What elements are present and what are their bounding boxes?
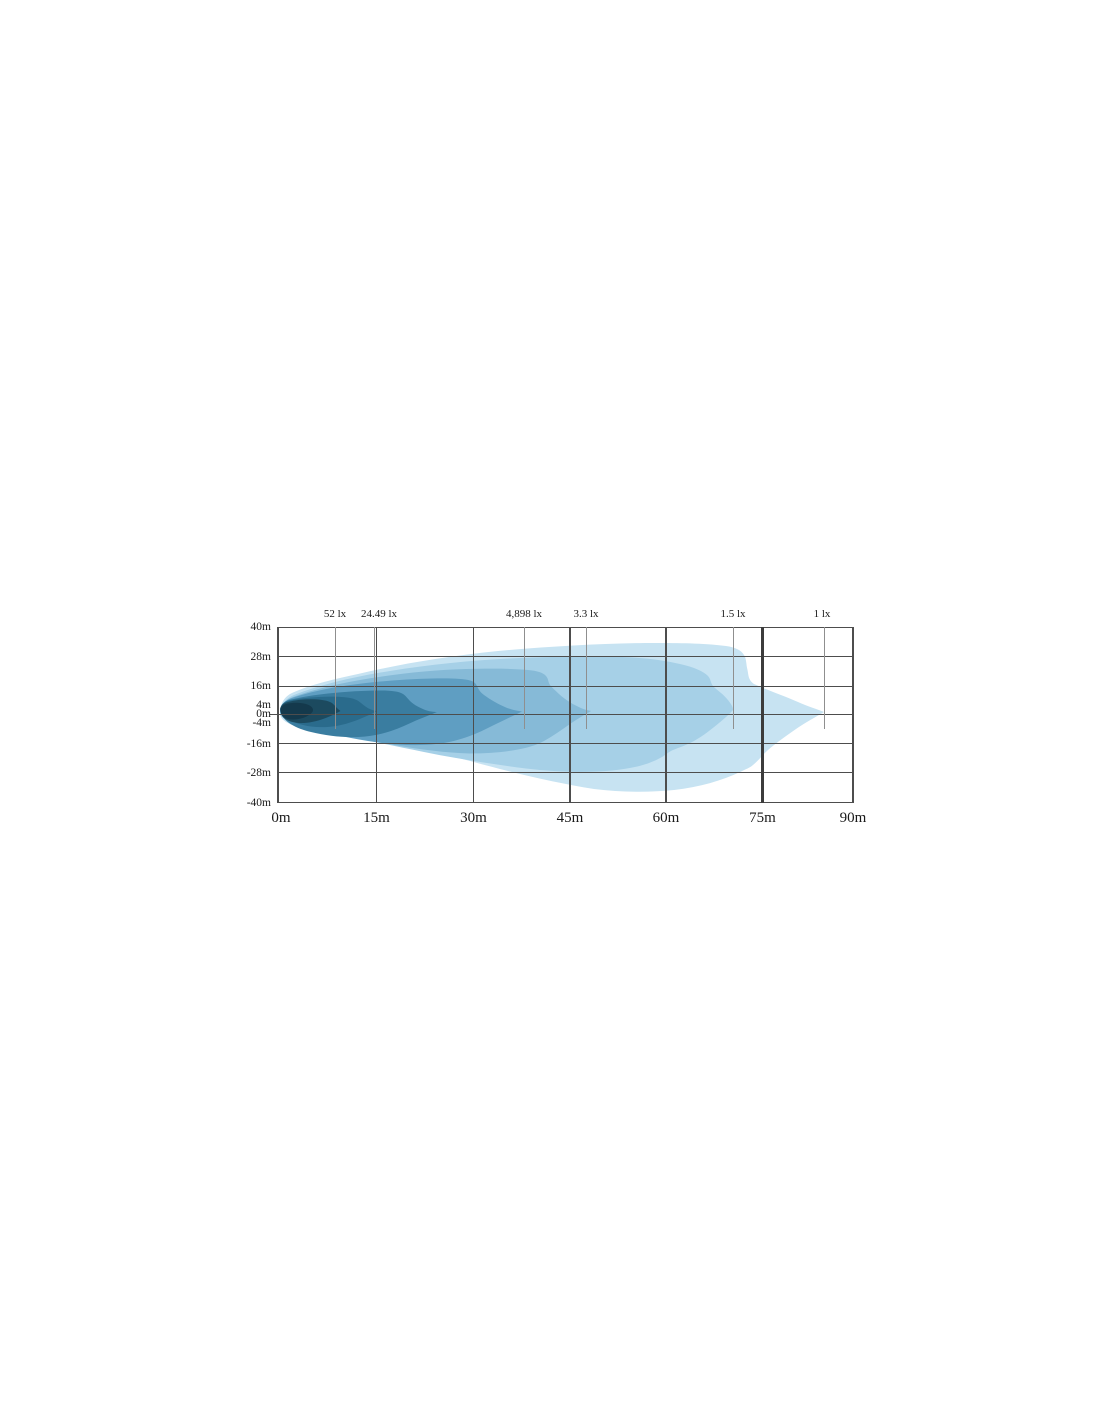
y-tick-label: -40m: [246, 796, 271, 809]
v-gridline: [569, 627, 571, 803]
lux-tick-line: [733, 627, 734, 729]
h-gridline: [278, 626, 853, 628]
lux-tick-line: [374, 627, 375, 729]
h-gridline: [278, 743, 853, 744]
lux-value-label: 3.3 lx: [573, 608, 599, 620]
y-tick-label: 28m: [250, 650, 271, 663]
y-tick-label: 16m: [250, 680, 271, 692]
v-gridline: [277, 627, 279, 803]
x-tick-label: 15m: [363, 809, 390, 826]
lux-tick-line: [586, 627, 587, 729]
x-tick-label: 75m: [749, 809, 776, 826]
x-tick-label: 90m: [839, 809, 867, 826]
y-tick-label: -4m: [252, 717, 271, 729]
y-tick-label: -28m: [246, 766, 271, 779]
v-gridline: [761, 627, 764, 803]
lux-tick-line: [524, 627, 525, 729]
y-tick-label: 0m: [256, 708, 271, 720]
x-tick-label: 30m: [460, 809, 487, 826]
v-gridline: [472, 627, 475, 803]
h-gridline: [270, 714, 853, 715]
y-tick-label: -16m: [246, 737, 271, 750]
v-gridline: [852, 627, 854, 803]
x-tick-label: 0m: [271, 809, 291, 826]
lux-tick-line: [824, 627, 825, 729]
lux-value-label: 1 lx: [813, 608, 831, 620]
contour-core-hotspot: [280, 702, 314, 720]
lux-value-label: 52 lx: [323, 608, 347, 620]
lux-value-label: 24.49 lx: [360, 608, 398, 620]
h-gridline: [278, 685, 853, 687]
v-gridline: [375, 627, 378, 803]
y-tick-label: 4m: [256, 698, 271, 711]
beam-contours: [280, 642, 824, 792]
lux-value-label: 1.5 lx: [720, 608, 746, 620]
lux-tick-line: [335, 627, 336, 729]
v-gridline: [665, 627, 667, 803]
h-gridline: [278, 656, 853, 657]
x-tick-label: 45m: [556, 809, 584, 826]
h-gridline: [278, 802, 853, 803]
h-gridline: [278, 772, 853, 773]
y-tick-label: 40m: [250, 621, 271, 633]
x-tick-label: 60m: [652, 809, 680, 826]
lux-value-label: 4,898 lx: [505, 608, 543, 620]
